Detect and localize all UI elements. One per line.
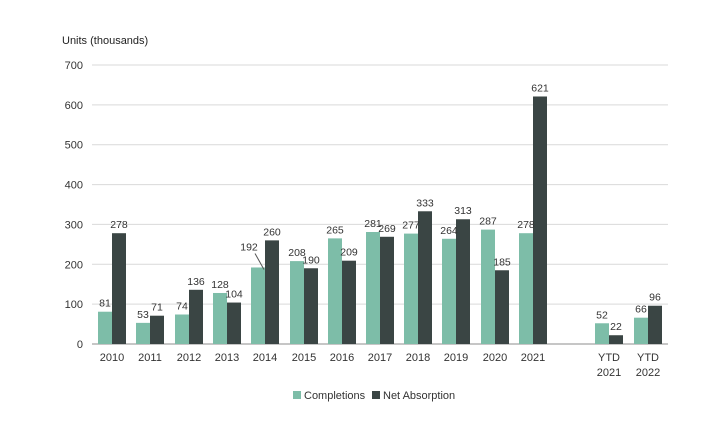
y-axis-ticks: 0 100 200 300 400 500 600 700 [65, 60, 83, 351]
x-tick-label: 2020 [483, 352, 507, 364]
completions-bar [290, 261, 304, 344]
net-absorption-bar [189, 289, 203, 344]
net-absorption-bar [609, 335, 623, 344]
x-tick-label: 2011 [138, 352, 162, 364]
completions-data-label: 278 [517, 219, 535, 231]
completions-legend-swatch [293, 391, 301, 399]
y-tick-label: 300 [65, 219, 83, 231]
completions-data-label: 265 [326, 224, 344, 236]
completions-bar [481, 229, 495, 344]
completions-bar [328, 238, 342, 344]
completions-data-label: 66 [635, 304, 647, 316]
bars [98, 96, 662, 344]
net-absorption-bar [227, 302, 241, 344]
x-tick-label: 2018 [406, 352, 430, 364]
x-tick-label: 2019 [444, 352, 468, 364]
net-absorption-data-label: 621 [531, 82, 549, 94]
net-absorption-bar [533, 96, 547, 344]
x-tick-label: 2012 [177, 352, 201, 364]
net-absorption-data-label: 96 [649, 292, 661, 304]
completions-bar [175, 314, 189, 344]
y-tick-label: 400 [65, 180, 83, 192]
net-absorption-bar [150, 315, 164, 344]
y-tick-label: 200 [65, 259, 83, 271]
completions-data-label: 287 [479, 216, 497, 228]
completions-data-label: 277 [402, 220, 420, 232]
net-absorption-data-label: 185 [493, 256, 511, 268]
completions-data-label: 281 [364, 218, 382, 230]
completions-data-label: 81 [99, 298, 111, 310]
completions-data-label: 52 [596, 309, 608, 321]
completions-bar [213, 292, 227, 344]
x-tick-label: 2016 [330, 352, 354, 364]
net-absorption-bar [112, 233, 126, 344]
completions-bar [404, 233, 418, 344]
completions-data-label: 128 [211, 279, 229, 291]
net-absorption-bar [265, 240, 279, 344]
net-absorption-data-label: 269 [378, 223, 396, 235]
x-tick-label: 2021 [597, 367, 621, 379]
y-tick-label: 100 [65, 299, 83, 311]
leader-line [254, 253, 265, 270]
y-tick-label: 700 [65, 60, 83, 72]
net-absorption-bar [648, 305, 662, 344]
net-absorption-data-label: 260 [263, 226, 281, 238]
y-tick-label: 500 [65, 140, 83, 152]
net-absorption-data-label: 278 [110, 219, 128, 231]
x-tick-label: 2022 [636, 367, 660, 379]
net-absorption-bar [342, 260, 356, 344]
net-absorption-data-label: 313 [454, 205, 472, 217]
net-absorption-data-label: 333 [416, 197, 434, 209]
x-tick-label: 2010 [100, 352, 124, 364]
legend: Completions Net Absorption [293, 390, 455, 402]
completions-data-label: 53 [137, 309, 149, 321]
net-absorption-data-label: 209 [340, 247, 358, 259]
y-axis-title: Units (thousands) [62, 35, 148, 47]
completions-data-label: 208 [288, 247, 306, 259]
completions-bar [136, 322, 150, 344]
completions-bar [519, 233, 533, 344]
net-absorption-bar [380, 236, 394, 344]
net-absorption-bar [418, 211, 432, 344]
completions-bar [595, 323, 609, 344]
net-absorption-legend-label: Net Absorption [383, 390, 455, 402]
completions-bar [634, 317, 648, 344]
completions-bar [98, 311, 112, 344]
net-absorption-data-label: 104 [225, 289, 243, 301]
y-tick-label: 600 [65, 100, 83, 112]
x-tick-label: 2014 [253, 352, 277, 364]
net-absorption-data-label: 22 [610, 321, 622, 333]
x-tick-label: YTD [637, 352, 659, 364]
completions-legend-label: Completions [304, 390, 366, 402]
completions-data-label: 74 [176, 301, 188, 313]
net-absorption-legend-swatch [372, 391, 380, 399]
net-absorption-data-label: 136 [187, 276, 205, 288]
x-tick-label: 2013 [215, 352, 239, 364]
net-absorption-bar [456, 219, 470, 344]
x-tick-label: 2015 [292, 352, 316, 364]
completions-bar [366, 232, 380, 344]
x-tick-label: 2017 [368, 352, 392, 364]
net-absorption-data-label: 190 [302, 254, 320, 266]
completions-bar [251, 267, 265, 344]
completions-data-label: 192 [240, 241, 258, 253]
net-absorption-bar [495, 270, 509, 344]
net-absorption-data-label: 71 [151, 302, 163, 314]
x-axis-ticks: 2010 2011 2012 2013 2014 2015 2016 2017 2018 2019… [100, 352, 660, 379]
x-tick-label: YTD [598, 352, 620, 364]
completions-data-label: 264 [440, 225, 458, 237]
y-tick-label: 0 [77, 339, 83, 351]
completions-bar [442, 238, 456, 344]
net-absorption-bar [304, 268, 318, 344]
x-tick-label: 2021 [521, 352, 545, 364]
